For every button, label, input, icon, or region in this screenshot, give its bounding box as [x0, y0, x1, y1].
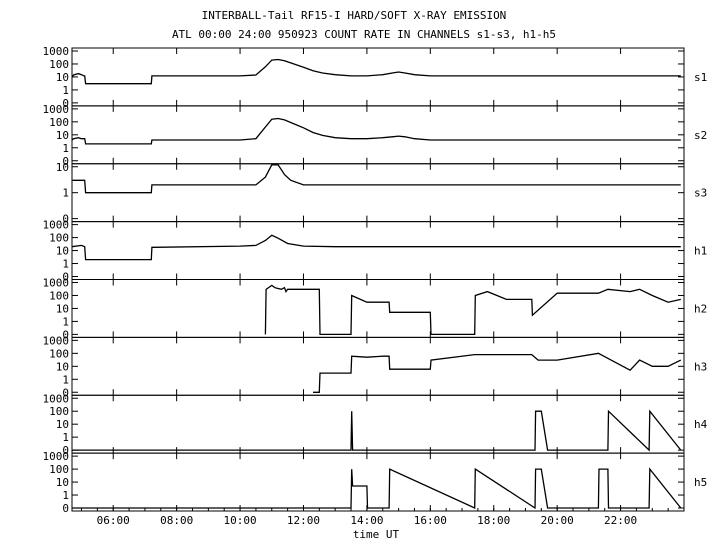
x-tick-label: 06:00	[97, 514, 130, 527]
y-tick-label: 1	[62, 373, 69, 386]
y-tick-label: 1000	[43, 277, 70, 290]
y-tick-label: 1	[62, 315, 69, 328]
x-tick-label: 08:00	[160, 514, 193, 527]
y-tick-label: 1000	[43, 450, 70, 463]
y-tick-label: 10	[56, 418, 69, 431]
series-line-s2	[71, 117, 681, 145]
panel-frame	[71, 47, 685, 107]
x-tick-label: 18:00	[477, 514, 510, 527]
y-tick-label: 10	[56, 161, 69, 174]
y-tick-label: 10	[56, 476, 69, 489]
series-line-h3	[313, 352, 682, 393]
panel-frame	[71, 336, 685, 396]
series-line-h5	[72, 467, 682, 510]
y-tick-label: 0	[62, 502, 69, 515]
y-tick-label: 0	[62, 386, 69, 399]
y-tick-label: 100	[49, 289, 69, 302]
y-tick-label: 0	[62, 97, 69, 110]
y-tick-label: 100	[49, 58, 69, 71]
y-tick-label: 1000	[43, 334, 70, 347]
channel-label: s2	[694, 129, 707, 142]
x-tick-label: 10:00	[223, 514, 256, 527]
y-tick-label: 100	[49, 463, 69, 476]
series-line-h1	[71, 234, 681, 261]
series-line-s3	[72, 164, 681, 194]
y-tick-label: 1	[62, 142, 69, 155]
y-tick-label: 100	[49, 116, 69, 129]
channel-label: h5	[694, 476, 707, 489]
x-tick-label: 22:00	[604, 514, 637, 527]
y-tick-label: 100	[49, 405, 69, 418]
y-tick-label: 1	[62, 187, 69, 200]
chart-title: INTERBALL-Tail RF15-I HARD/SOFT X-RAY EM…	[202, 9, 507, 22]
y-tick-label: 10	[56, 71, 69, 84]
panel-frame	[71, 221, 685, 280]
channel-label: h2	[694, 302, 707, 315]
y-tick-label: 1000	[43, 392, 70, 405]
y-tick-label: 0	[62, 444, 69, 457]
y-tick-label: 10	[56, 129, 69, 142]
channel-label: h3	[694, 360, 707, 373]
y-tick-label: 1	[62, 489, 69, 502]
y-tick-label: 1000	[43, 219, 70, 232]
chart-subtitle: ATL 00:00 24:00 950923 COUNT RATE IN CHA…	[172, 28, 556, 41]
x-tick-label: 12:00	[287, 514, 320, 527]
y-tick-label: 100	[49, 232, 69, 245]
channel-label: h1	[694, 245, 707, 258]
y-tick-label: 1000	[43, 45, 70, 58]
y-tick-label: 10	[56, 245, 69, 258]
panels-group: 10001001010s110001001010s21010s310001001…	[43, 45, 708, 515]
panel-frame	[71, 279, 685, 338]
x-axis: 06:00 08:00 10:00 12:00 14:00 16:00 18:00 20:00…	[81, 48, 685, 527]
x-tick-label: 16:00	[414, 514, 447, 527]
panel-frame	[71, 105, 685, 165]
panel-frame	[71, 163, 685, 223]
panel-frame	[71, 394, 685, 454]
y-tick-label: 0	[62, 271, 69, 284]
y-tick-label: 0	[62, 213, 69, 226]
x-tick-label: 14:00	[350, 514, 383, 527]
y-tick-label: 0	[62, 155, 69, 168]
y-tick-label: 100	[49, 347, 69, 360]
x-axis-label: time UT	[353, 528, 400, 541]
y-tick-label: 1	[62, 84, 69, 97]
series-line-h4	[72, 409, 682, 452]
x-tick-label: 20:00	[541, 514, 574, 527]
series-line-h2	[264, 284, 681, 336]
y-tick-label: 1000	[43, 103, 70, 116]
y-tick-label: 1	[62, 258, 69, 271]
y-tick-label: 0	[62, 328, 69, 341]
series-line-s1	[71, 58, 681, 85]
channel-label: s1	[694, 71, 707, 84]
channel-label: h4	[694, 418, 708, 431]
panel-frame	[71, 452, 685, 512]
channel-label: s3	[694, 187, 707, 200]
y-tick-label: 10	[56, 302, 69, 315]
y-tick-label: 10	[56, 360, 69, 373]
y-tick-label: 1	[62, 431, 69, 444]
